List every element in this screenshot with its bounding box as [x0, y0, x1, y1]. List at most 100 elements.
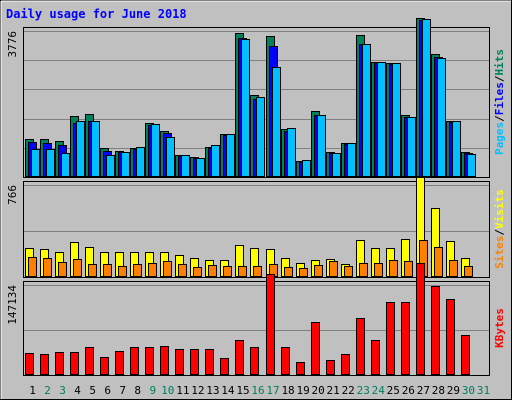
bar-sites-day-20: [314, 265, 323, 277]
bar-kbytes-day-1: [25, 353, 34, 375]
bar-kbytes-day-27: [416, 263, 425, 375]
bar-pages-day-10: [166, 137, 175, 177]
panel-visits_sites: 766 Sites/Visits: [6, 177, 506, 278]
legend-visits_sites: Sites/Visits: [493, 189, 506, 269]
bar-kbytes-day-13: [205, 349, 214, 375]
chart-title: Daily usage for June 2018: [6, 7, 187, 21]
bar-sites-day-30: [464, 266, 473, 277]
bar-pages-day-18: [287, 128, 296, 177]
bar-pages-day-7: [121, 152, 130, 177]
bar-kbytes-day-21: [326, 360, 335, 375]
bar-sites-day-23: [359, 263, 368, 277]
legend-sites: Sites: [493, 236, 506, 269]
x-tick-label-day-1: 1: [29, 384, 36, 397]
bar-pages-day-26: [407, 117, 416, 177]
legend-files: Files: [493, 82, 506, 115]
bar-pages-day-19: [302, 160, 311, 177]
y-max-label: 147134: [6, 285, 19, 325]
bar-pages-day-9: [151, 124, 160, 177]
bar-kbytes-day-26: [401, 302, 410, 375]
bar-kbytes-day-7: [115, 351, 124, 375]
bar-sites-day-26: [404, 261, 413, 277]
bar-pages-day-24: [377, 62, 386, 177]
bar-pages-day-17: [272, 67, 281, 177]
bar-sites-day-19: [299, 268, 308, 277]
x-tick-label-day-12: 12: [191, 384, 204, 397]
bar-kbytes-day-11: [175, 349, 184, 375]
bar-kbytes-day-6: [100, 357, 109, 375]
bar-pages-day-12: [196, 158, 205, 177]
bar-kbytes-day-16: [250, 347, 259, 375]
x-tick-label-day-19: 19: [296, 384, 309, 397]
bar-pages-day-22: [347, 143, 356, 177]
bar-kbytes-day-30: [461, 335, 470, 375]
bar-pages-day-30: [467, 154, 476, 177]
bar-sites-day-28: [434, 247, 443, 277]
bar-kbytes-day-15: [235, 340, 244, 375]
x-tick-label-day-4: 4: [74, 384, 81, 397]
y-max-label: 3776: [6, 31, 19, 58]
x-tick-label-day-15: 15: [236, 384, 249, 397]
bar-pages-day-14: [226, 134, 235, 177]
x-tick-label-day-24: 24: [372, 384, 386, 397]
bar-kbytes-day-9: [145, 347, 154, 375]
bar-pages-day-4: [76, 121, 85, 177]
bar-kbytes-day-10: [160, 346, 169, 375]
bar-pages-day-1: [31, 149, 40, 177]
x-tick-label-day-28: 28: [432, 384, 445, 397]
bar-pages-day-2: [46, 149, 55, 177]
bar-kbytes-day-25: [386, 302, 395, 375]
bar-kbytes-day-28: [431, 286, 440, 375]
bar-sites-day-13: [208, 265, 217, 277]
bar-kbytes-day-2: [40, 354, 49, 375]
bar-sites-day-25: [389, 260, 398, 277]
bar-sites-day-2: [43, 258, 52, 277]
bar-sites-day-3: [58, 262, 67, 277]
x-tick-label-day-20: 20: [312, 384, 325, 397]
bar-sites-day-29: [449, 260, 458, 277]
x-tick-label-day-23: 23: [357, 384, 370, 397]
bar-kbytes-day-5: [85, 347, 94, 375]
bar-kbytes-day-12: [190, 349, 199, 375]
x-tick-label-day-9: 9: [149, 384, 156, 397]
bar-kbytes-day-8: [130, 347, 139, 375]
legend-pages: Pages: [493, 122, 506, 155]
bar-sites-day-7: [118, 266, 127, 277]
legend-separator: /: [493, 115, 506, 122]
bar-kbytes-day-14: [220, 358, 229, 375]
bar-pages-day-15: [241, 39, 250, 177]
panel-kbytes: 147134 KBytes: [6, 263, 506, 376]
bar-sites-day-1: [28, 257, 37, 277]
bar-pages-day-25: [392, 63, 401, 177]
bar-pages-day-29: [452, 121, 461, 177]
bar-pages-day-8: [136, 147, 145, 177]
x-tick-label-day-5: 5: [89, 384, 96, 397]
bar-kbytes-day-18: [281, 347, 290, 375]
bar-kbytes-day-23: [356, 318, 365, 375]
y-max-label: 766: [6, 185, 19, 205]
bar-kbytes-day-22: [341, 354, 350, 375]
bar-sites-day-14: [223, 266, 232, 277]
x-tick-label-day-22: 22: [342, 384, 355, 397]
x-tick-label-day-7: 7: [119, 384, 126, 397]
x-tick-label-day-13: 13: [206, 384, 219, 397]
x-tick-label-day-21: 21: [327, 384, 340, 397]
x-tick-label-day-10: 10: [161, 384, 174, 397]
bar-sites-day-4: [73, 259, 82, 277]
bar-pages-day-3: [61, 153, 70, 177]
bar-kbytes-day-19: [296, 362, 305, 375]
x-tick-label-day-11: 11: [176, 384, 189, 397]
bar-pages-day-23: [362, 44, 371, 177]
x-tick-label-day-6: 6: [104, 384, 111, 397]
bar-sites-day-5: [88, 264, 97, 277]
bar-pages-day-13: [211, 145, 220, 177]
bar-pages-day-21: [332, 153, 341, 177]
x-tick-label-day-14: 14: [221, 384, 235, 397]
legend-visits: Visits: [493, 189, 506, 229]
bar-sites-day-24: [374, 263, 383, 277]
legend-kbytes: KBytes: [493, 308, 506, 348]
bar-sites-day-12: [193, 267, 202, 277]
bar-pages-day-28: [437, 58, 446, 177]
x-tick-label-day-29: 29: [447, 384, 460, 397]
